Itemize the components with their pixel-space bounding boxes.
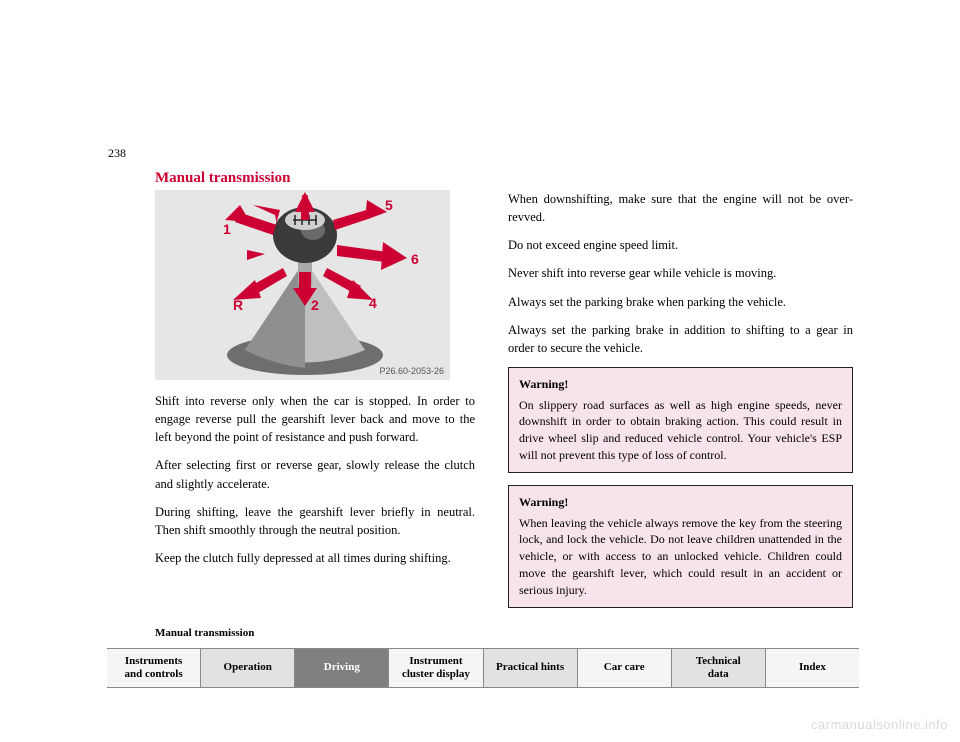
- gear-label-6: 6: [411, 251, 419, 267]
- nav-tab[interactable]: Instrumentsand controls: [107, 649, 200, 687]
- warning-body: On slippery road surfaces as well as hig…: [519, 398, 842, 462]
- nav-tab-label: Index: [799, 661, 826, 674]
- body-paragraph: Always set the parking brake when parkin…: [508, 293, 853, 311]
- nav-tab[interactable]: Car care: [577, 649, 671, 687]
- bottom-nav: Instrumentsand controls Operation Driving I…: [107, 648, 859, 688]
- warning-title: Warning!: [519, 376, 842, 393]
- gear-label-2: 2: [311, 297, 319, 313]
- nav-tab-label: Driving: [324, 661, 360, 674]
- nav-tab-label: Instrumentcluster display: [402, 655, 470, 681]
- warning-body: When leaving the vehicle always remove t…: [519, 516, 842, 597]
- nav-tab[interactable]: Instrumentcluster display: [388, 649, 482, 687]
- body-paragraph: Never shift into reverse gear while vehi…: [508, 264, 853, 282]
- body-paragraph: After selecting first or reverse gear, s…: [155, 456, 475, 492]
- body-paragraph: Keep the clutch fully depressed at all t…: [155, 549, 475, 567]
- footer-section-label: Manual transmission: [155, 627, 254, 639]
- nav-tab-label: Technicaldata: [696, 655, 741, 681]
- right-column: When downshifting, make sure that the en…: [508, 190, 853, 620]
- page-number: 238: [108, 146, 126, 161]
- watermark: carmanualsonline.info: [811, 717, 948, 732]
- nav-tab-label: Practical hints: [496, 661, 564, 674]
- gear-label-1: 1: [223, 221, 231, 237]
- gearshift-figure: 1 3 5 6 4 2 R P26.60-2053-26: [155, 190, 450, 380]
- nav-tab-label: Instrumentsand controls: [124, 655, 182, 681]
- body-paragraph: During shifting, leave the gearshift lev…: [155, 503, 475, 539]
- gear-label-r: R: [233, 297, 243, 313]
- nav-tab-label: Operation: [224, 661, 272, 674]
- body-paragraph: Do not exceed engine speed limit.: [508, 236, 853, 254]
- nav-tab[interactable]: Operation: [200, 649, 294, 687]
- warning-title: Warning!: [519, 494, 842, 511]
- nav-tab[interactable]: Index: [765, 649, 859, 687]
- gearshift-svg: 1 3 5 6 4 2 R: [155, 190, 450, 380]
- figure-code: P26.60-2053-26: [379, 366, 444, 376]
- gear-label-3: 3: [301, 191, 309, 207]
- warning-box: Warning! When leaving the vehicle always…: [508, 485, 853, 608]
- page: 238 Manual transmission: [0, 0, 960, 742]
- nav-tab-label: Car care: [604, 661, 645, 674]
- body-paragraph: When downshifting, make sure that the en…: [508, 190, 853, 226]
- nav-tab[interactable]: Practical hints: [483, 649, 577, 687]
- body-paragraph: Always set the parking brake in addition…: [508, 321, 853, 357]
- nav-tab[interactable]: Technicaldata: [671, 649, 765, 687]
- left-column: Shift into reverse only when the car is …: [155, 392, 475, 577]
- gear-label-5: 5: [385, 197, 393, 213]
- body-paragraph: Shift into reverse only when the car is …: [155, 392, 475, 446]
- gear-label-4: 4: [369, 295, 377, 311]
- section-heading: Manual transmission: [155, 170, 290, 187]
- nav-tab[interactable]: Driving: [294, 649, 388, 687]
- warning-box: Warning! On slippery road surfaces as we…: [508, 367, 853, 473]
